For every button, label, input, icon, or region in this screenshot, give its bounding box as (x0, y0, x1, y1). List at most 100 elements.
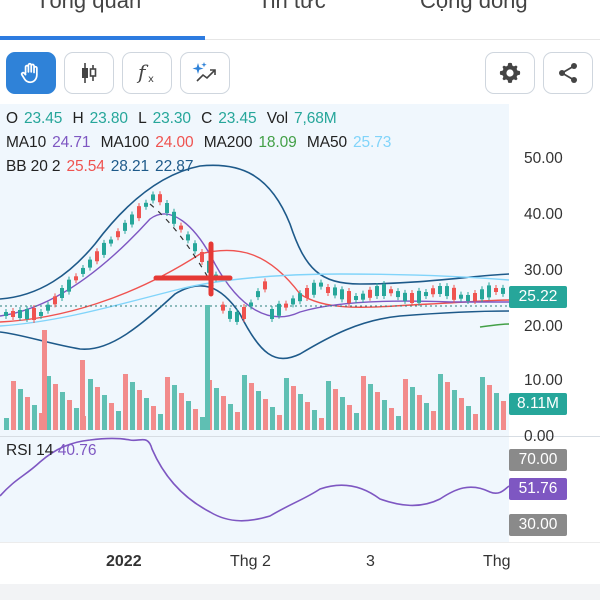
candle (319, 282, 323, 287)
candle (88, 259, 92, 268)
candle (130, 214, 134, 225)
ai-sparkle-icon (192, 62, 216, 82)
candle (256, 291, 260, 298)
candle (333, 287, 337, 296)
settings-button[interactable] (485, 52, 535, 94)
ma200-line (479, 323, 510, 328)
volume-bar (32, 405, 37, 430)
close-label: C (201, 110, 213, 127)
volume-bar (165, 377, 170, 430)
ma10-value: 24.71 (52, 134, 91, 151)
share-button[interactable] (543, 52, 593, 94)
volume-bar (235, 412, 240, 430)
tab-overview[interactable]: Tổng quan (36, 0, 142, 13)
candle (151, 194, 155, 201)
bottom-bar (0, 584, 600, 600)
candle (144, 202, 148, 207)
price-tick: 0.00 (524, 428, 555, 445)
ma100-line (0, 249, 510, 323)
tab-bar: Tổng quan Tin tức Cộng đồng (0, 0, 600, 40)
ma100-label: MA100 (100, 134, 150, 151)
volume-bar (249, 383, 254, 430)
time-tick: Thg (483, 553, 511, 570)
candle (501, 287, 505, 294)
volume-bar (424, 403, 429, 430)
candle (382, 284, 386, 297)
candle (172, 211, 176, 224)
ma10-line (0, 213, 509, 318)
candle (95, 251, 99, 262)
candle (340, 289, 344, 300)
candle (25, 309, 29, 319)
candle (60, 288, 64, 298)
candle (193, 243, 197, 252)
volume-bar (389, 408, 394, 430)
volume-bar (403, 379, 408, 430)
volume-bar (137, 390, 142, 430)
candle (312, 282, 316, 295)
open-label: O (6, 110, 18, 127)
volume-bar (445, 382, 450, 430)
volume-bar (60, 392, 65, 430)
time-tick: 3 (366, 553, 375, 570)
low-label: L (138, 110, 147, 127)
candle (431, 288, 435, 295)
volume-bar (438, 374, 443, 430)
function-icon: f x (136, 60, 154, 85)
svg-text:x: x (148, 74, 154, 85)
candle (403, 292, 407, 301)
hand-tool-button[interactable] (6, 52, 56, 94)
candle (137, 206, 141, 219)
tab-community[interactable]: Cộng đồng (420, 0, 528, 13)
chart-canvas[interactable] (0, 104, 600, 542)
candle (354, 295, 358, 300)
bb-upper-value: 28.21 (110, 158, 150, 175)
indicators-button[interactable]: f x (122, 52, 172, 94)
volume-bar (151, 406, 156, 430)
candle (389, 289, 393, 294)
active-tab-indicator (0, 36, 205, 40)
rsi-readout: RSI 14 40.76 (6, 442, 97, 460)
volume-bar (494, 393, 499, 430)
ma50-value: 25.73 (352, 134, 392, 151)
candle (466, 294, 470, 301)
volume-bar (354, 413, 359, 430)
volume-bar (88, 379, 93, 430)
volume-bar (205, 305, 210, 430)
price-chart[interactable]: O 23.45 H 23.80 L 23.30 C 23.45 Vol 7,68M MA1… (0, 104, 600, 542)
bb-mid-value: 25.54 (66, 158, 105, 175)
candle (487, 285, 491, 298)
rsi-upper-badge: 70.00 (509, 449, 567, 471)
volume-bar (179, 393, 184, 430)
candle (32, 308, 36, 320)
candle (270, 309, 274, 319)
candle (249, 302, 253, 307)
candle (4, 312, 8, 316)
rsi-line (0, 437, 510, 522)
volume-bar (270, 407, 275, 430)
share-icon (559, 63, 577, 83)
candle (298, 293, 302, 302)
candle (53, 296, 57, 305)
price-tick: 50.00 (524, 150, 563, 167)
volume-bar (25, 397, 30, 430)
volume-bar (193, 409, 198, 430)
candle (326, 287, 330, 294)
volume-bar (242, 375, 247, 430)
volume-bar (487, 385, 492, 430)
rsi-label: RSI 14 (6, 442, 54, 459)
candle (109, 239, 113, 244)
candle-type-button[interactable] (64, 52, 114, 94)
volume-bar (431, 411, 436, 430)
candle (305, 288, 309, 298)
bollinger-lower-band (0, 285, 510, 360)
ai-analysis-button[interactable] (180, 52, 230, 94)
volume-bar (298, 394, 303, 430)
candle (263, 281, 267, 290)
volume-bar (333, 389, 338, 430)
volume-bar (417, 395, 422, 430)
tab-news[interactable]: Tin tức (258, 0, 326, 13)
time-tick: Thg 2 (230, 553, 271, 570)
candle (424, 292, 428, 297)
time-tick: 2022 (106, 553, 142, 570)
